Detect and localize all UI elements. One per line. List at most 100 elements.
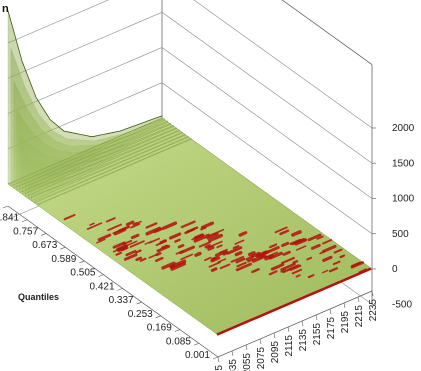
negative-streak — [339, 254, 346, 259]
negative-streak — [307, 233, 322, 242]
x-tick-mark — [60, 246, 66, 250]
x-tick-label: 0.673 — [32, 240, 57, 251]
y-tick-label: 2215 — [354, 305, 365, 328]
negative-streak — [256, 250, 268, 258]
y-tick-label: 2155 — [312, 323, 323, 346]
negative-streak — [97, 233, 112, 242]
surface-ridge — [7, 10, 163, 138]
negative-streak — [295, 274, 301, 278]
negative-streak — [168, 232, 182, 240]
negative-streak — [280, 268, 287, 273]
negative-streak — [306, 256, 313, 261]
x-tick-mark — [79, 260, 85, 264]
negative-streak — [207, 245, 215, 251]
floor-edge — [7, 205, 373, 358]
y-tick-label: 2055 — [242, 353, 253, 371]
negative-streak — [185, 227, 196, 233]
y-tick-label: 2035 — [228, 359, 239, 371]
chart-title: n — [2, 3, 9, 15]
y-tick-label: 2175 — [326, 317, 337, 340]
negative-streak — [156, 244, 171, 253]
x-tick-label: 0.505 — [70, 268, 95, 279]
back-walls — [161, 0, 373, 305]
negative-streak — [210, 256, 221, 263]
x-tick-label: 0.253 — [128, 309, 153, 320]
negative-streak — [145, 226, 162, 236]
negative-streak — [280, 262, 296, 271]
negative-streak — [216, 244, 223, 249]
x-tick-label: 0.421 — [90, 281, 115, 292]
x-tick-mark — [117, 288, 123, 291]
negative-streak — [291, 230, 302, 237]
y-tick-label: 2095 — [270, 341, 281, 364]
negative-streak — [107, 223, 122, 232]
y-tick-mark — [287, 326, 290, 333]
negative-streak — [235, 257, 246, 264]
x-tick-label: 0.841 — [0, 213, 20, 224]
x-tick-label: 0.169 — [147, 323, 172, 334]
negative-streak — [115, 251, 122, 256]
surface-slice — [34, 136, 189, 204]
negative-streak — [350, 261, 365, 269]
y-tick-mark — [231, 350, 234, 357]
negative-streak — [264, 251, 279, 259]
negative-streak — [204, 244, 211, 249]
negative-streak — [129, 240, 145, 248]
negative-streak — [96, 238, 106, 244]
negative-streak — [264, 254, 275, 261]
x-tick-label: 0.589 — [51, 254, 76, 265]
negative-streak — [247, 257, 256, 263]
negative-streak — [310, 243, 321, 250]
negative-streak — [270, 263, 285, 271]
negative-streak — [135, 249, 142, 254]
gridline-1000 — [7, 47, 373, 199]
negative-streak — [204, 256, 212, 262]
negative-streak — [148, 237, 161, 244]
y-tick-mark — [245, 344, 248, 351]
y-tick-mark — [259, 338, 262, 345]
x-axis-title: Quantiles — [18, 292, 59, 302]
negative-streak — [170, 261, 187, 271]
negative-streak — [219, 263, 231, 270]
negative-streak — [193, 233, 211, 243]
negative-streak — [139, 257, 147, 262]
y-tick-label: 2015 — [214, 365, 225, 371]
negative-streak — [208, 261, 221, 268]
y-axis-ticks: 2015203520552075209521152135215521752195… — [214, 299, 379, 371]
z-tick-label: 500 — [392, 229, 409, 240]
negative-streak — [248, 251, 256, 257]
x-tick-label: 0.085 — [166, 336, 191, 347]
y-tick-mark — [315, 314, 318, 321]
negative-streak — [145, 222, 158, 229]
negative-streak — [307, 274, 315, 279]
negative-streak — [235, 262, 253, 272]
negative-streak — [286, 264, 300, 271]
negative-streak — [292, 259, 299, 264]
negative-streak — [207, 233, 223, 243]
negative-streak — [112, 241, 126, 249]
front-edge-negative — [216, 267, 372, 336]
negative-streak — [130, 233, 140, 240]
x-tick-mark — [21, 219, 28, 223]
negative-streak — [191, 233, 205, 241]
negative-streak — [251, 254, 267, 263]
z-tick-label: 1500 — [392, 158, 415, 169]
negative-streak — [169, 264, 175, 269]
negative-streak — [274, 226, 288, 234]
negative-streak — [210, 267, 218, 272]
negative-streak — [130, 223, 141, 229]
wall-side-top-edge — [281, 0, 373, 65]
negative-streak — [180, 220, 196, 229]
y-tick-mark — [217, 356, 220, 363]
negative-streak — [200, 226, 207, 231]
y-tick-label: 2135 — [298, 329, 309, 352]
y-tick-label: 2195 — [340, 311, 351, 334]
x-axis-ticks: 0.9250.8410.7570.6730.5890.5050.4210.337… — [0, 199, 210, 361]
negative-streak — [194, 251, 202, 257]
negative-streak — [282, 250, 291, 256]
negative-streak — [251, 268, 260, 274]
y-tick-mark — [357, 296, 360, 303]
negative-streak — [118, 225, 131, 233]
x-tick-mark — [136, 301, 142, 305]
negative-streak — [234, 239, 245, 245]
